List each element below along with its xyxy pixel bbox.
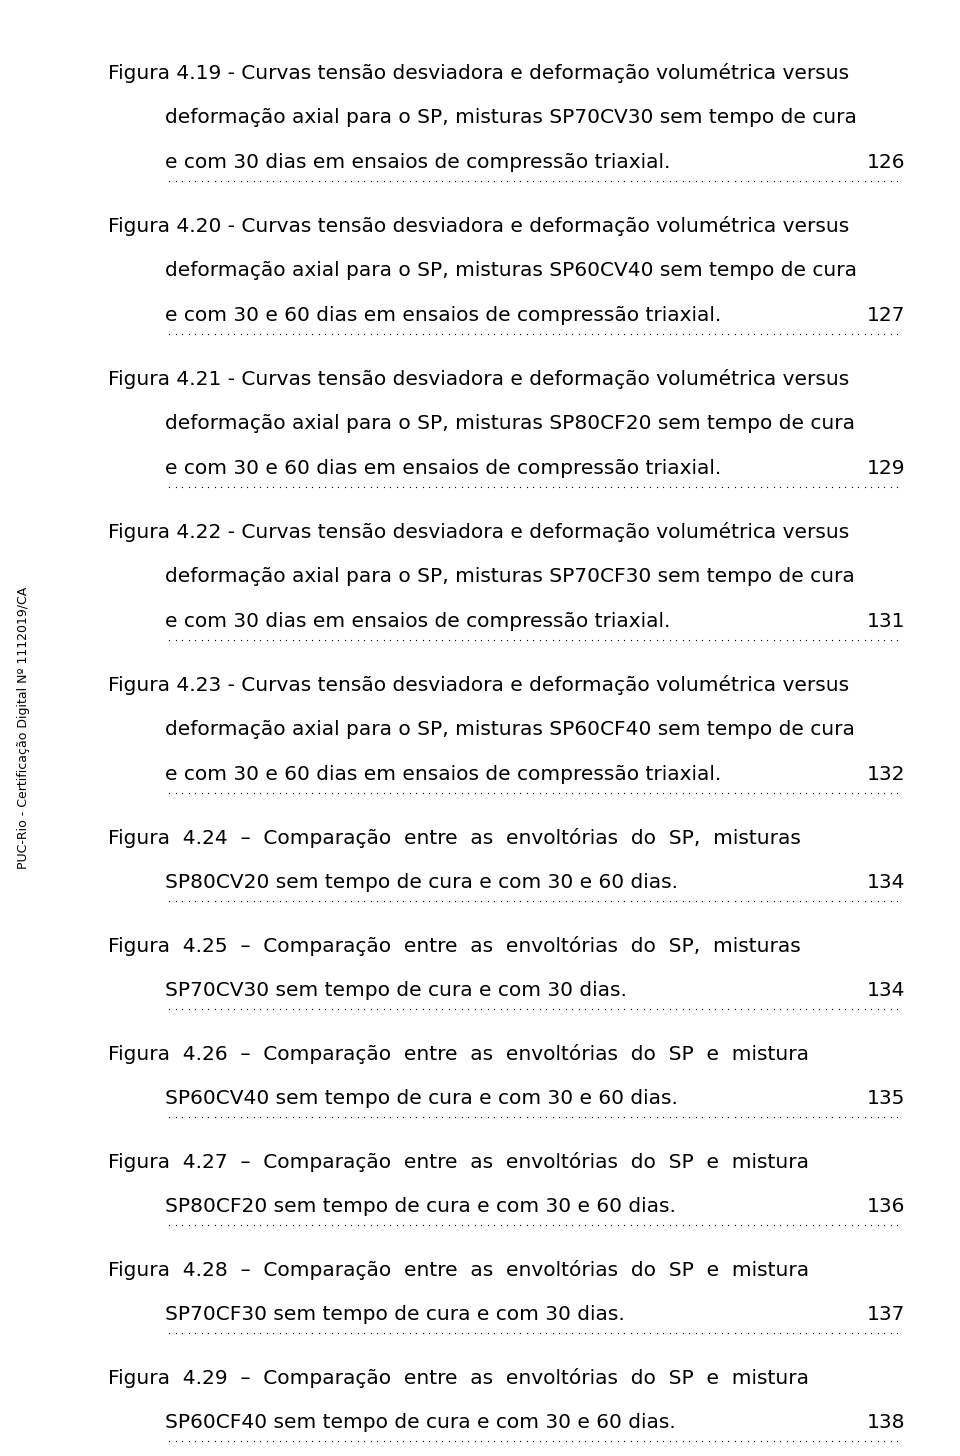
Text: SP80CF20 sem tempo de cura e com 30 e 60 dias.: SP80CF20 sem tempo de cura e com 30 e 60…	[165, 1197, 676, 1216]
Text: 137: 137	[867, 1305, 905, 1324]
Text: deformação axial para o SP, misturas SP60CV40 sem tempo de cura: deformação axial para o SP, misturas SP6…	[165, 261, 857, 280]
Text: Figura 4.22 - Curvas tensão desviadora e deformação volumétrica versus: Figura 4.22 - Curvas tensão desviadora e…	[108, 523, 850, 542]
Text: SP60CV40 sem tempo de cura e com 30 e 60 dias.: SP60CV40 sem tempo de cura e com 30 e 60…	[165, 1089, 678, 1108]
Text: Figura  4.25  –  Comparação  entre  as  envoltórias  do  SP,  misturas: Figura 4.25 – Comparação entre as envolt…	[108, 936, 801, 957]
Text: 134: 134	[867, 874, 905, 893]
Text: Figura  4.26  –  Comparação  entre  as  envoltórias  do  SP  e  mistura: Figura 4.26 – Comparação entre as envolt…	[108, 1044, 809, 1064]
Text: SP70CF30 sem tempo de cura e com 30 dias.: SP70CF30 sem tempo de cura e com 30 dias…	[165, 1305, 625, 1324]
Text: deformação axial para o SP, misturas SP80CF20 sem tempo de cura: deformação axial para o SP, misturas SP8…	[165, 414, 855, 432]
Text: 127: 127	[867, 306, 905, 325]
Text: Figura  4.24  –  Comparação  entre  as  envoltórias  do  SP,  misturas: Figura 4.24 – Comparação entre as envolt…	[108, 828, 801, 847]
Text: deformação axial para o SP, misturas SP70CV30 sem tempo de cura: deformação axial para o SP, misturas SP7…	[165, 108, 857, 127]
Text: 135: 135	[867, 1089, 905, 1108]
Text: SP60CF40 sem tempo de cura e com 30 e 60 dias.: SP60CF40 sem tempo de cura e com 30 e 60…	[165, 1412, 676, 1433]
Text: Figura 4.19 - Curvas tensão desviadora e deformação volumétrica versus: Figura 4.19 - Curvas tensão desviadora e…	[108, 63, 850, 83]
Text: Figura 4.21 - Curvas tensão desviadora e deformação volumétrica versus: Figura 4.21 - Curvas tensão desviadora e…	[108, 368, 850, 389]
Text: Figura 4.20 - Curvas tensão desviadora e deformação volumétrica versus: Figura 4.20 - Curvas tensão desviadora e…	[108, 215, 850, 236]
Text: SP80CV20 sem tempo de cura e com 30 e 60 dias.: SP80CV20 sem tempo de cura e com 30 e 60…	[165, 874, 678, 893]
Text: e com 30 dias em ensaios de compressão triaxial.: e com 30 dias em ensaios de compressão t…	[165, 153, 670, 172]
Text: Figura 4.23 - Curvas tensão desviadora e deformação volumétrica versus: Figura 4.23 - Curvas tensão desviadora e…	[108, 676, 850, 695]
Text: SP70CV30 sem tempo de cura e com 30 dias.: SP70CV30 sem tempo de cura e com 30 dias…	[165, 981, 627, 1000]
Text: e com 30 e 60 dias em ensaios de compressão triaxial.: e com 30 e 60 dias em ensaios de compres…	[165, 764, 721, 783]
Text: 134: 134	[867, 981, 905, 1000]
Text: 138: 138	[867, 1412, 905, 1433]
Text: Figura  4.27  –  Comparação  entre  as  envoltórias  do  SP  e  mistura: Figura 4.27 – Comparação entre as envolt…	[108, 1152, 809, 1172]
Text: 126: 126	[867, 153, 905, 172]
Text: deformação axial para o SP, misturas SP70CF30 sem tempo de cura: deformação axial para o SP, misturas SP7…	[165, 566, 854, 585]
Text: e com 30 dias em ensaios de compressão triaxial.: e com 30 dias em ensaios de compressão t…	[165, 612, 670, 630]
Text: 131: 131	[867, 612, 905, 630]
Text: 136: 136	[867, 1197, 905, 1216]
Text: deformação axial para o SP, misturas SP60CF40 sem tempo de cura: deformação axial para o SP, misturas SP6…	[165, 721, 854, 740]
Text: Figura  4.28  –  Comparação  entre  as  envoltórias  do  SP  e  mistura: Figura 4.28 – Comparação entre as envolt…	[108, 1259, 809, 1280]
Text: e com 30 e 60 dias em ensaios de compressão triaxial.: e com 30 e 60 dias em ensaios de compres…	[165, 306, 721, 325]
Text: PUC-Rio - Certificação Digital Nº 1112019/CA: PUC-Rio - Certificação Digital Nº 111201…	[17, 587, 31, 869]
Text: Figura  4.29  –  Comparação  entre  as  envoltórias  do  SP  e  mistura: Figura 4.29 – Comparação entre as envolt…	[108, 1369, 809, 1388]
Text: 132: 132	[867, 764, 905, 783]
Text: e com 30 e 60 dias em ensaios de compressão triaxial.: e com 30 e 60 dias em ensaios de compres…	[165, 459, 721, 478]
Text: 129: 129	[867, 459, 905, 478]
